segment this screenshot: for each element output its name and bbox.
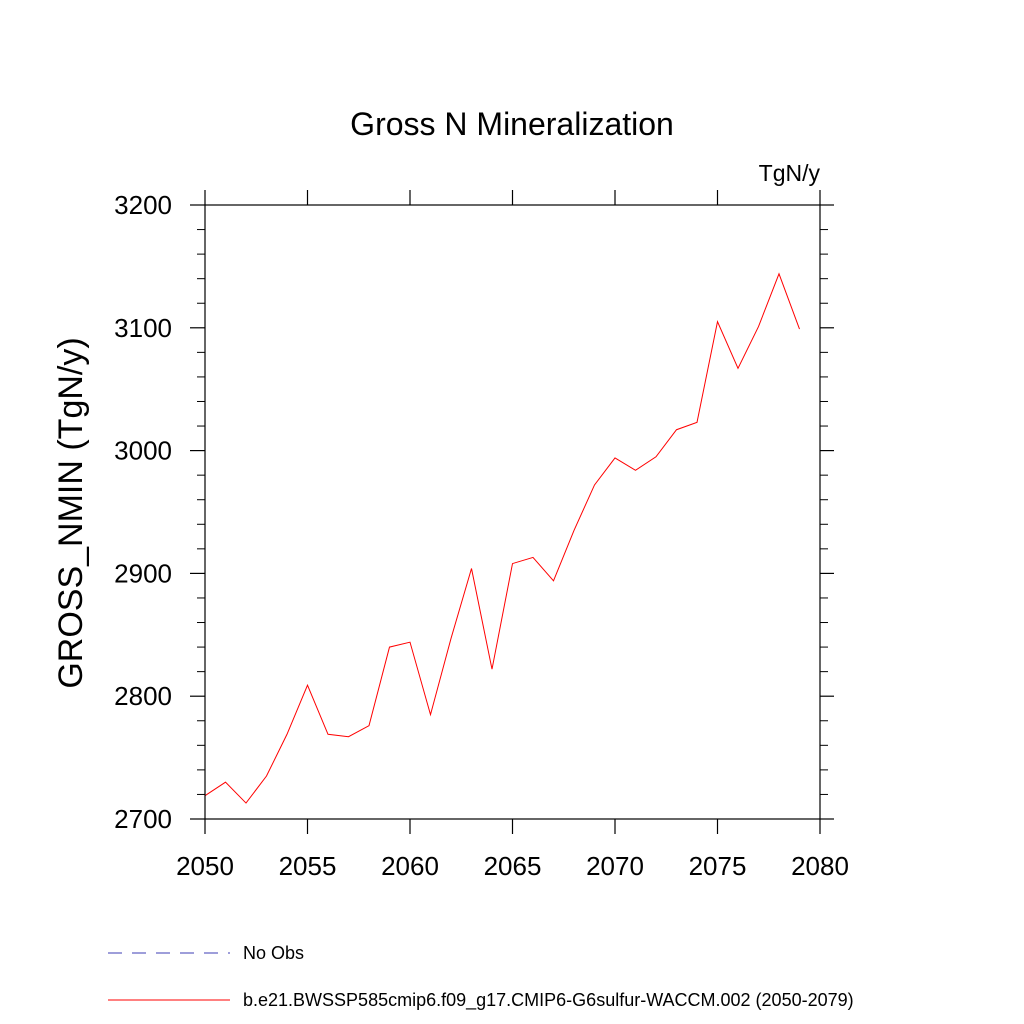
x-tick-label: 2055 (279, 851, 337, 881)
y-tick-label: 3100 (114, 313, 172, 343)
units-label: TgN/y (759, 160, 821, 186)
x-tick-label: 2070 (586, 851, 644, 881)
y-axis-label: GROSS_NMIN (TgN/y) (52, 337, 90, 688)
series-line-0 (204, 272, 800, 804)
series-layer (204, 272, 800, 804)
legend: No Obs b.e21.BWSSP585cmip6.f09_g17.CMIP6… (108, 943, 854, 1011)
y-tick-label: 2700 (114, 804, 172, 834)
legend-label-no-obs: No Obs (243, 943, 304, 963)
chart-title: Gross N Mineralization (350, 106, 674, 142)
plot-frame (204, 204, 821, 820)
x-tick-label: 2060 (381, 851, 439, 881)
axis-tick-labels: 2050 2055 2060 2065 2070 2075 2080 2700 2800 2900… (114, 190, 849, 881)
x-tick-label: 2080 (791, 851, 849, 881)
x-tick-label: 2065 (484, 851, 542, 881)
x-tick-label: 2075 (689, 851, 747, 881)
axis-ticks (190, 190, 834, 834)
legend-label-waccm: b.e21.BWSSP585cmip6.f09_g17.CMIP6-G6sulf… (243, 990, 854, 1011)
x-tick-label: 2050 (176, 851, 234, 881)
y-tick-label: 2800 (114, 681, 172, 711)
y-tick-label: 2900 (114, 558, 172, 588)
y-tick-label: 3200 (114, 190, 172, 220)
y-tick-label: 3000 (114, 436, 172, 466)
